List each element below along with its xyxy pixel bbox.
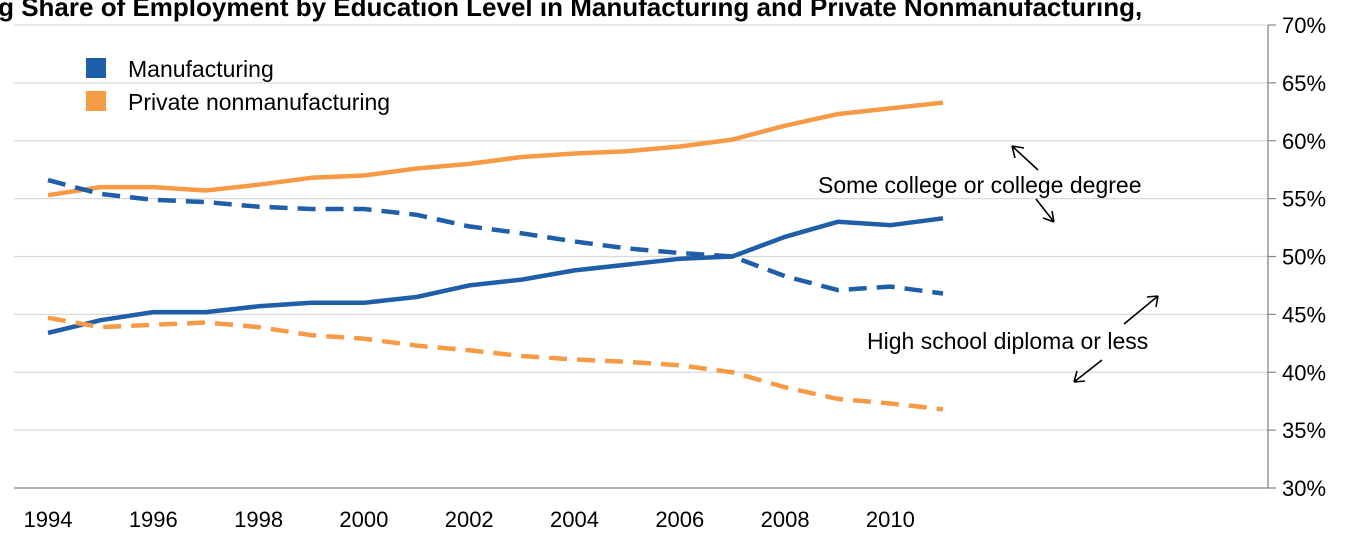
- series-lines: [47, 100, 944, 412]
- y-tick-label: 50%: [1282, 245, 1326, 270]
- x-tick-label: 1998: [234, 507, 283, 532]
- legend-swatch-private-nonmanufacturing: [86, 91, 106, 111]
- y-axis-ticks: 30% 35% 40% 45% 50% 55% 60% 65% 70%: [1268, 13, 1326, 501]
- y-tick-label: 35%: [1282, 418, 1326, 443]
- y-tick-label: 55%: [1282, 187, 1326, 212]
- annotation-some-college: Some college or college degree: [818, 172, 1141, 198]
- annotations: Some college or college degree High scho…: [818, 145, 1159, 383]
- arrow-to-manufacturing-college: [1035, 198, 1055, 223]
- x-tick-label: 2000: [339, 507, 388, 532]
- series-line-2: [47, 177, 944, 296]
- annotation-high-school: High school diploma or less: [867, 328, 1148, 354]
- x-tick-label: 2008: [761, 507, 810, 532]
- series-line-3: [47, 315, 944, 412]
- legend-swatch-manufacturing: [86, 58, 106, 78]
- y-tick-label: 30%: [1282, 476, 1326, 501]
- y-tick-label: 65%: [1282, 71, 1326, 96]
- y-tick-label: 45%: [1282, 302, 1326, 327]
- x-tick-label: 2006: [655, 507, 704, 532]
- x-tick-label: 1994: [24, 507, 73, 532]
- x-axis-ticks: 1994 1996 1998 2000 2002 2004 2006 2008 2010: [24, 507, 915, 532]
- x-tick-label: 2010: [866, 507, 915, 532]
- series-line-0: [47, 216, 944, 336]
- x-tick-label: 2004: [550, 507, 599, 532]
- chart-title: ing Share of Employment by Education Lev…: [0, 0, 1142, 22]
- gridlines: [14, 24, 1268, 489]
- arrow-to-manufacturing-highschool: [1123, 295, 1159, 325]
- y-tick-label: 40%: [1282, 360, 1326, 385]
- legend-label-private-nonmanufacturing: Private nonmanufacturing: [128, 89, 390, 115]
- legend: Manufacturing Private nonmanufacturing: [86, 56, 390, 115]
- legend-label-manufacturing: Manufacturing: [128, 56, 274, 82]
- y-tick-label: 60%: [1282, 129, 1326, 154]
- series-line-1: [47, 100, 944, 198]
- x-tick-label: 2002: [445, 507, 494, 532]
- x-tick-label: 1996: [129, 507, 178, 532]
- arrow-to-nonmanufacturing-college: [1011, 145, 1039, 171]
- arrow-to-nonmanufacturing-highschool: [1073, 359, 1103, 383]
- y-tick-label: 70%: [1282, 13, 1326, 38]
